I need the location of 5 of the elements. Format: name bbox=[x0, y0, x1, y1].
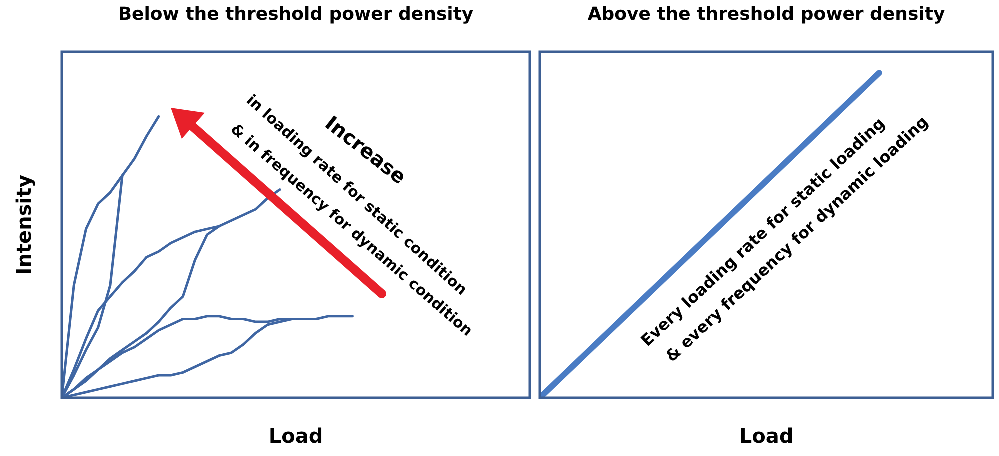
chart-title: Above the threshold power density bbox=[588, 4, 946, 25]
chart-title: Below the threshold power density bbox=[118, 4, 474, 25]
x-axis-title: Load bbox=[268, 424, 324, 448]
y-axis-title: Intensity bbox=[12, 174, 36, 276]
x-axis-title: Load bbox=[739, 424, 794, 448]
